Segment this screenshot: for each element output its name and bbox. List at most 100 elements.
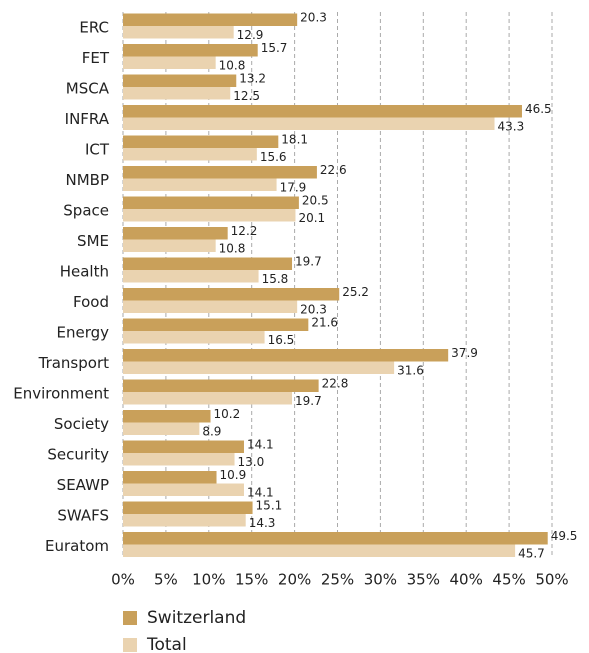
y-tick-label: Energy (56, 324, 109, 342)
bar (123, 178, 277, 191)
data-label: 14.3 (249, 516, 276, 530)
data-label: 22.8 (322, 376, 349, 390)
x-tick-label: 0% (111, 571, 135, 589)
bar (123, 239, 216, 252)
y-tick-label: INFRA (65, 110, 110, 128)
bar (123, 257, 293, 270)
x-tick-label: 35% (407, 571, 440, 589)
data-label: 20.3 (300, 10, 327, 24)
data-label: 20.1 (298, 211, 325, 225)
data-label: 10.9 (220, 468, 247, 482)
y-tick-label: ERC (79, 19, 109, 37)
data-label: 21.6 (311, 315, 338, 329)
bar (123, 44, 258, 57)
bar (123, 349, 449, 362)
x-tick-label: 20% (278, 571, 311, 589)
data-label: 15.7 (261, 41, 288, 55)
x-tick-label: 25% (321, 571, 354, 589)
data-label: 45.7 (518, 546, 545, 560)
bar (123, 26, 234, 39)
data-label: 20.3 (300, 302, 327, 316)
legend-swatch (123, 638, 137, 652)
data-label: 15.8 (262, 272, 289, 286)
y-tick-label: MSCA (66, 80, 110, 98)
bar (123, 471, 217, 484)
data-label: 10.8 (219, 241, 246, 255)
y-tick-label: FET (82, 49, 110, 67)
y-tick-label: SWAFS (57, 507, 109, 525)
y-tick-label: Food (73, 293, 109, 311)
data-label: 31.6 (397, 363, 424, 377)
data-label: 43.3 (498, 119, 525, 133)
y-tick-label: Space (63, 202, 109, 220)
data-label: 15.6 (260, 150, 287, 164)
data-label: 17.9 (280, 180, 307, 194)
x-tick-label: 5% (154, 571, 178, 589)
x-tick-label: 15% (235, 571, 268, 589)
y-tick-label: NMBP (66, 171, 110, 189)
bar (123, 56, 216, 69)
bar (123, 288, 340, 301)
legend-label: Switzerland (147, 608, 246, 628)
bar (123, 135, 279, 148)
data-label: 12.2 (231, 224, 258, 238)
y-tick-label: ICT (85, 141, 110, 159)
bar (123, 501, 253, 514)
x-tick-label: 30% (364, 571, 397, 589)
legend-label: Total (146, 635, 187, 653)
data-label: 49.5 (551, 529, 578, 543)
data-label: 18.1 (281, 132, 308, 146)
data-label: 13.0 (238, 455, 265, 469)
data-label: 14.1 (247, 485, 274, 499)
bar (123, 13, 298, 26)
data-label: 13.2 (239, 71, 266, 85)
bar (123, 453, 235, 466)
data-label: 46.5 (525, 102, 552, 116)
x-tick-label: 50% (535, 571, 568, 589)
bar (123, 196, 299, 209)
x-tick-label: 10% (192, 571, 225, 589)
data-label: 15.1 (256, 498, 283, 512)
data-label: 12.9 (237, 28, 264, 42)
data-label: 10.8 (219, 58, 246, 72)
data-label: 19.7 (295, 254, 322, 268)
data-label: 37.9 (451, 346, 478, 360)
bar (123, 514, 246, 527)
bar (123, 532, 548, 545)
bar (123, 270, 259, 283)
bar (123, 361, 395, 374)
bar (123, 105, 522, 118)
y-tick-label: Transport (38, 354, 110, 372)
y-tick-label: Environment (13, 385, 109, 403)
y-tick-label: Health (60, 263, 109, 281)
data-label: 12.5 (233, 89, 260, 103)
bar (123, 117, 495, 130)
data-label: 8.9 (202, 424, 221, 438)
y-tick-label: Society (54, 415, 109, 433)
bar (123, 148, 257, 161)
y-tick-label: Euratom (45, 537, 109, 555)
bar (123, 300, 298, 313)
y-tick-label: Security (47, 446, 109, 464)
bar (123, 74, 237, 87)
y-tick-label: SME (77, 232, 109, 250)
bar (123, 483, 244, 496)
bar (123, 87, 231, 100)
bar (123, 379, 319, 392)
bar (123, 440, 244, 453)
legend-swatch (123, 611, 137, 625)
y-tick-label: SEAWP (57, 476, 109, 494)
bar (123, 410, 211, 423)
bar (123, 422, 200, 435)
bar (123, 544, 516, 557)
bar (123, 331, 265, 344)
data-label: 10.2 (214, 407, 241, 421)
data-label: 22.6 (320, 163, 347, 177)
x-tick-label: 45% (492, 571, 525, 589)
bar (123, 318, 309, 331)
data-label: 16.5 (268, 333, 295, 347)
data-label: 19.7 (295, 394, 322, 408)
data-label: 14.1 (247, 437, 274, 451)
x-tick-label: 40% (450, 571, 483, 589)
